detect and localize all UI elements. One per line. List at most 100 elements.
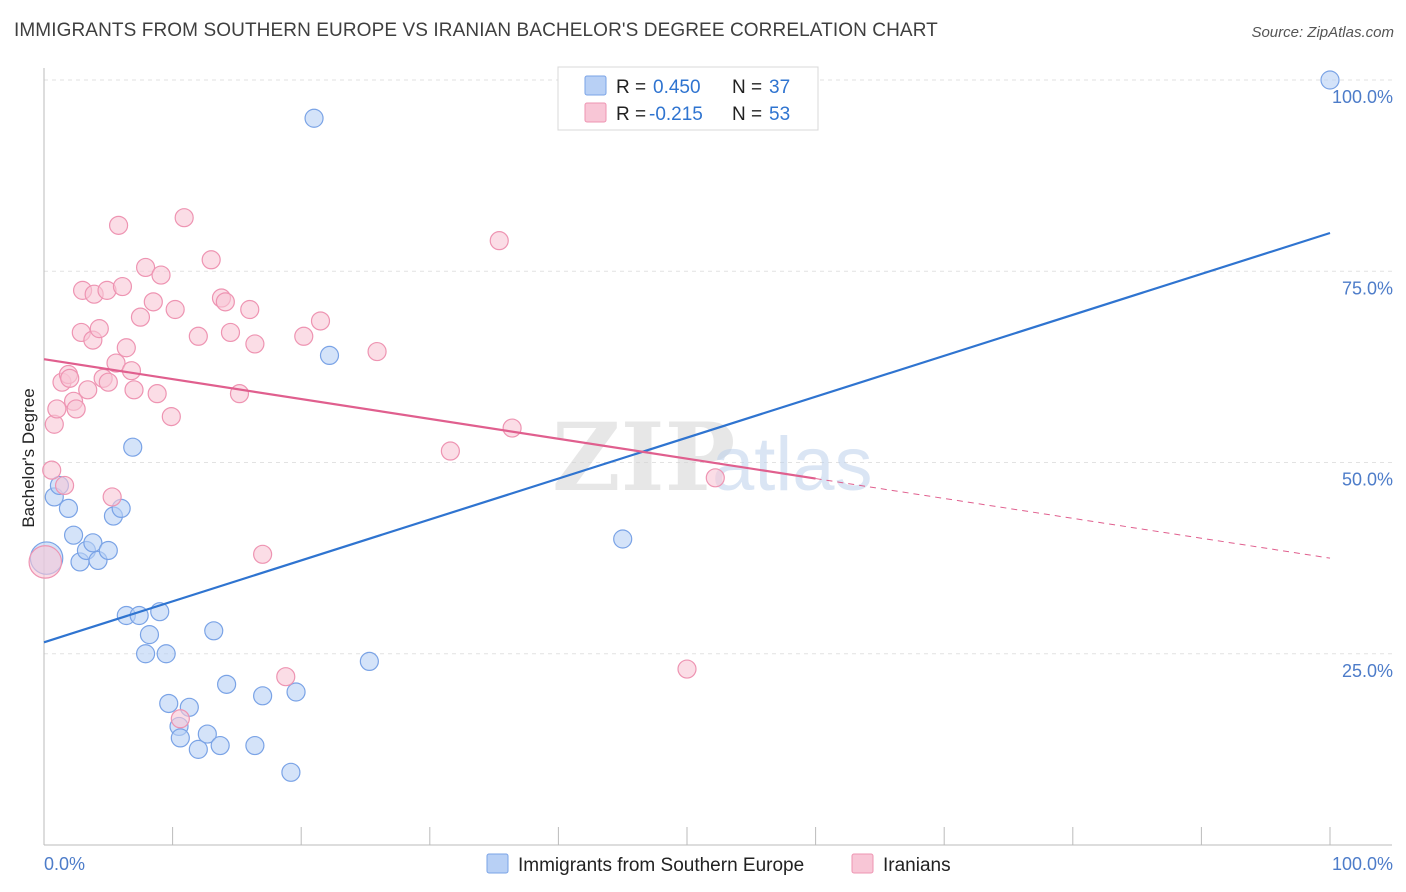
data-point-iranians bbox=[66, 399, 86, 419]
data-point-iranians bbox=[116, 338, 136, 358]
data-point-immigrants bbox=[253, 686, 273, 706]
source-credit: Source: ZipAtlas.com bbox=[1251, 24, 1394, 41]
trend-line-immigrants bbox=[43, 231, 1331, 644]
legend-r-label-2: R = bbox=[616, 104, 646, 125]
data-point-iranians bbox=[253, 544, 273, 564]
data-point-iranians bbox=[147, 384, 167, 404]
data-point-immigrants bbox=[245, 735, 265, 756]
y-tick-labels: 25.0% 50.0% 75.0% 100.0% bbox=[1332, 87, 1393, 681]
y-tick-label: 100.0% bbox=[1332, 87, 1393, 107]
data-point-iranians bbox=[310, 311, 331, 331]
data-point-iranians bbox=[677, 659, 697, 679]
y-axis-label: Bachelor's Degree bbox=[19, 388, 38, 527]
data-point-iranians bbox=[135, 257, 156, 278]
data-point-iranians bbox=[489, 231, 509, 251]
data-point-immigrants bbox=[83, 533, 103, 553]
data-point-iranians bbox=[161, 407, 181, 427]
series-legend-swatch-blue bbox=[486, 853, 509, 874]
y-tick-label: 25.0% bbox=[1342, 661, 1393, 681]
data-point-iranians bbox=[188, 326, 208, 346]
data-point-iranians bbox=[240, 299, 260, 320]
legend-r-value-2: -0.215 bbox=[649, 104, 703, 125]
data-point-iranians bbox=[276, 667, 296, 687]
data-point-immigrants bbox=[135, 644, 156, 664]
data-point-immigrants bbox=[613, 529, 633, 549]
series-legend-label-immigrants: Immigrants from Southern Europe bbox=[518, 855, 804, 876]
data-point-iranians bbox=[106, 353, 126, 373]
data-point-iranians bbox=[201, 250, 221, 270]
data-point-iranians bbox=[143, 292, 163, 312]
data-point-immigrants bbox=[170, 728, 190, 748]
trend-line-iranians bbox=[43, 358, 816, 480]
chart-title: IMMIGRANTS FROM SOUTHERN EUROPE VS IRANI… bbox=[14, 20, 938, 41]
data-point-immigrants bbox=[139, 625, 160, 645]
legend-r-label-1: R = bbox=[616, 77, 646, 98]
data-point-immigrants bbox=[197, 724, 217, 744]
data-point-immigrants bbox=[98, 540, 118, 561]
data-point-iranians bbox=[42, 460, 62, 480]
y-tick-label: 50.0% bbox=[1342, 470, 1393, 490]
data-point-immigrants bbox=[281, 762, 301, 782]
legend-n-label-1: N = bbox=[732, 77, 762, 98]
watermark-atlas: atlas bbox=[712, 422, 873, 507]
data-point-iranians bbox=[294, 326, 314, 346]
data-point-iranians bbox=[245, 334, 265, 354]
data-point-iranians bbox=[108, 215, 129, 235]
legend-n-label-2: N = bbox=[732, 104, 762, 125]
data-point-iranians bbox=[502, 418, 522, 438]
data-point-iranians bbox=[28, 545, 63, 579]
data-point-immigrants bbox=[156, 644, 176, 664]
data-point-immigrants bbox=[304, 108, 324, 128]
data-point-immigrants bbox=[123, 437, 143, 457]
trend-line-extension-iranians bbox=[815, 478, 1331, 559]
watermark-zip: ZIP bbox=[552, 403, 735, 513]
data-point-iranians bbox=[130, 307, 151, 327]
data-point-iranians bbox=[229, 384, 250, 404]
data-point-immigrants bbox=[286, 682, 306, 702]
data-point-iranians bbox=[78, 380, 98, 400]
data-point-iranians bbox=[60, 368, 80, 388]
legend-n-value-1: 37 bbox=[769, 77, 790, 98]
data-point-iranians bbox=[124, 380, 144, 400]
data-point-iranians bbox=[170, 709, 190, 729]
data-point-iranians bbox=[89, 319, 109, 339]
data-point-iranians bbox=[705, 468, 725, 488]
watermark: ZIP atlas bbox=[552, 403, 873, 513]
data-point-immigrants bbox=[210, 735, 230, 756]
legend-r-value-1: 0.450 bbox=[653, 77, 701, 98]
series-legend: Immigrants from Southern Europe Iranians bbox=[486, 853, 951, 876]
x-tick-labels: 0.0% 100.0% bbox=[44, 854, 1393, 874]
data-point-immigrants bbox=[188, 739, 208, 759]
data-point-iranians bbox=[174, 208, 194, 228]
axes bbox=[43, 68, 1392, 846]
data-point-iranians bbox=[102, 487, 122, 507]
data-point-iranians bbox=[165, 299, 185, 320]
data-point-immigrants bbox=[1320, 70, 1340, 90]
data-point-immigrants bbox=[58, 498, 79, 518]
data-point-iranians bbox=[112, 276, 133, 297]
grid-lines bbox=[44, 79, 1392, 655]
correlation-legend: R = 0.450 N = 37 R = -0.215 N = 53 bbox=[557, 66, 819, 131]
trend-lines bbox=[43, 231, 1331, 644]
data-point-immigrants bbox=[217, 674, 237, 694]
data-point-iranians bbox=[98, 372, 118, 392]
data-point-immigrants bbox=[319, 345, 340, 365]
data-point-iranians bbox=[151, 265, 171, 285]
series-legend-swatch-pink bbox=[851, 853, 874, 874]
data-point-iranians bbox=[54, 475, 75, 496]
data-point-immigrants bbox=[359, 651, 379, 672]
data-point-iranians bbox=[215, 292, 235, 312]
data-point-immigrants bbox=[159, 693, 179, 714]
data-point-immigrants bbox=[204, 621, 224, 641]
x-tick-label: 100.0% bbox=[1332, 854, 1393, 874]
legend-swatch-pink bbox=[584, 102, 607, 123]
legend-n-value-2: 53 bbox=[769, 104, 790, 125]
x-tick-label: 0.0% bbox=[44, 854, 85, 874]
y-tick-label: 75.0% bbox=[1342, 278, 1393, 298]
series-iranians-points bbox=[28, 208, 725, 729]
data-point-iranians bbox=[47, 399, 67, 419]
data-point-iranians bbox=[440, 441, 460, 461]
data-point-iranians bbox=[220, 322, 241, 343]
series-legend-label-iranians: Iranians bbox=[883, 855, 951, 876]
